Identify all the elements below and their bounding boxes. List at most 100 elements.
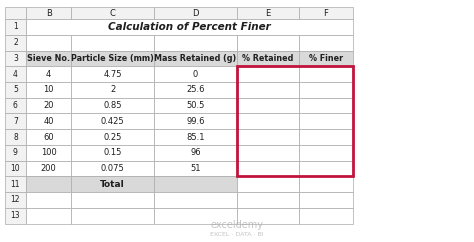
Bar	[5, 19, 26, 35]
Text: B: B	[46, 9, 52, 18]
Bar	[71, 7, 154, 19]
Bar	[154, 113, 237, 129]
Text: Particle Size (mm): Particle Size (mm)	[71, 54, 154, 63]
Bar	[299, 208, 353, 224]
Text: 85.1: 85.1	[186, 133, 205, 142]
Bar	[237, 176, 299, 192]
Text: 25.6: 25.6	[186, 85, 205, 94]
Bar	[154, 145, 237, 161]
Bar	[237, 82, 299, 98]
Text: 0.25: 0.25	[103, 133, 122, 142]
Text: 11: 11	[10, 180, 20, 189]
Bar	[154, 208, 237, 224]
Bar	[154, 66, 237, 82]
Bar	[26, 7, 71, 19]
Bar	[71, 66, 154, 82]
Text: % Finer: % Finer	[309, 54, 343, 63]
Text: 0: 0	[193, 70, 198, 79]
Text: 4.75: 4.75	[103, 70, 122, 79]
Text: 60: 60	[43, 133, 54, 142]
Text: EXCEL · DATA · BI: EXCEL · DATA · BI	[210, 232, 264, 237]
Bar	[237, 98, 299, 113]
Text: 2: 2	[110, 85, 115, 94]
Bar	[299, 161, 353, 176]
Bar	[5, 66, 26, 82]
Text: 0.85: 0.85	[103, 101, 122, 110]
Bar	[71, 145, 154, 161]
Text: 0.075: 0.075	[100, 164, 125, 173]
Bar	[154, 192, 237, 208]
Bar	[26, 35, 71, 51]
Bar	[237, 51, 299, 66]
Bar	[299, 113, 353, 129]
Text: 3: 3	[13, 54, 18, 63]
Bar	[26, 82, 71, 98]
Bar	[154, 98, 237, 113]
Bar	[154, 35, 237, 51]
Bar	[237, 35, 299, 51]
Bar	[154, 161, 237, 176]
Text: 8: 8	[13, 133, 18, 142]
Bar	[154, 129, 237, 145]
Bar	[5, 208, 26, 224]
Text: 9: 9	[13, 148, 18, 157]
Text: Calculation of Percent Finer: Calculation of Percent Finer	[108, 22, 271, 32]
Text: 4: 4	[46, 70, 51, 79]
Text: 4: 4	[13, 70, 18, 79]
Text: 10: 10	[43, 85, 54, 94]
Bar	[26, 51, 71, 66]
Bar	[237, 192, 299, 208]
Bar	[154, 51, 237, 66]
Bar	[26, 66, 71, 82]
Bar	[5, 145, 26, 161]
Bar	[5, 192, 26, 208]
Bar	[26, 113, 71, 129]
Bar	[154, 176, 237, 192]
Text: 100: 100	[41, 148, 56, 157]
Bar	[5, 161, 26, 176]
Bar	[26, 208, 71, 224]
Bar	[71, 113, 154, 129]
Bar	[26, 192, 71, 208]
Text: 51: 51	[190, 164, 201, 173]
Bar	[71, 192, 154, 208]
Bar	[237, 161, 299, 176]
Bar	[299, 98, 353, 113]
Bar	[71, 82, 154, 98]
Bar	[5, 35, 26, 51]
Bar	[71, 129, 154, 145]
Bar	[299, 192, 353, 208]
Bar	[237, 129, 299, 145]
Text: 5: 5	[13, 85, 18, 94]
Text: Total: Total	[100, 180, 125, 189]
Text: 0.15: 0.15	[103, 148, 122, 157]
Text: 99.6: 99.6	[186, 117, 205, 126]
Text: D: D	[192, 9, 199, 18]
Bar	[71, 161, 154, 176]
Text: 10: 10	[10, 164, 20, 173]
Text: Mass Retained (g): Mass Retained (g)	[155, 54, 237, 63]
Bar	[26, 161, 71, 176]
Text: 96: 96	[190, 148, 201, 157]
Bar	[299, 35, 353, 51]
Bar	[299, 145, 353, 161]
Bar	[5, 51, 26, 66]
Text: F: F	[323, 9, 328, 18]
Bar	[26, 176, 71, 192]
Text: 6: 6	[13, 101, 18, 110]
Text: E: E	[265, 9, 271, 18]
Text: 13: 13	[10, 211, 20, 220]
Text: 2: 2	[13, 38, 18, 47]
Text: 20: 20	[43, 101, 54, 110]
Bar	[299, 82, 353, 98]
Text: Sieve No.: Sieve No.	[27, 54, 70, 63]
Bar	[71, 35, 154, 51]
Text: exceldemy: exceldemy	[210, 220, 264, 230]
Bar	[237, 113, 299, 129]
Text: 0.425: 0.425	[101, 117, 124, 126]
Text: % Retained: % Retained	[242, 54, 293, 63]
Bar	[71, 208, 154, 224]
Text: 200: 200	[41, 164, 56, 173]
Bar	[26, 145, 71, 161]
Text: C: C	[109, 9, 116, 18]
